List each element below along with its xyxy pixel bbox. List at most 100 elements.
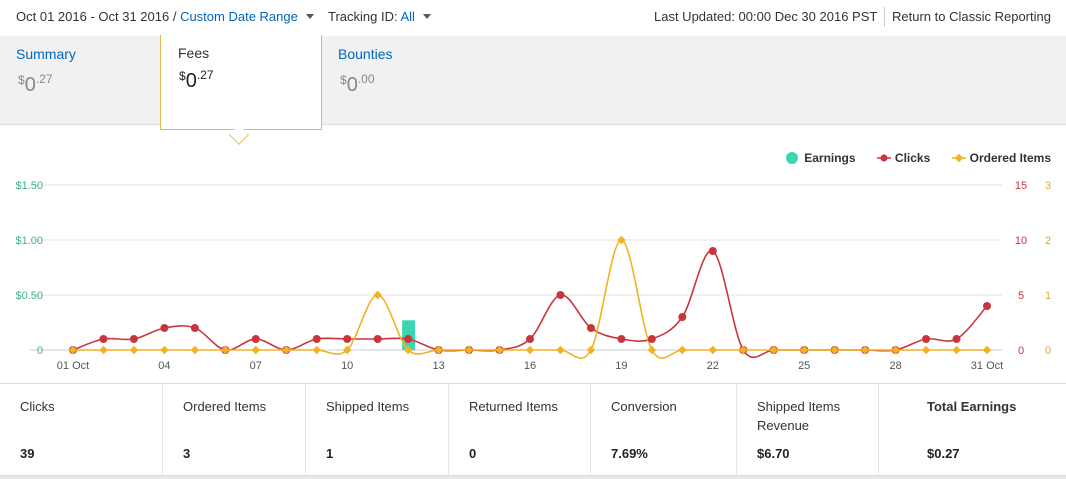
ordered-point (464, 345, 474, 355)
currency-symbol: $ (18, 73, 25, 87)
stat-shipped-revenue: Shipped Items Revenue $6.70 (737, 384, 879, 477)
ordered-point (68, 345, 78, 355)
clicks-point (99, 335, 108, 343)
stat-value: $6.70 (757, 446, 790, 461)
ordered-point (586, 345, 596, 355)
legend-ordered-items[interactable]: Ordered Items (951, 151, 1051, 165)
ordered-point (282, 345, 291, 355)
clicks-point (952, 335, 961, 343)
tracking-id-label: Tracking ID: (328, 9, 398, 24)
amount-cents: .27 (35, 72, 53, 86)
ordered-point (647, 345, 657, 355)
tab-bounties[interactable]: Bounties $0.00 (322, 36, 492, 125)
ordered-point (312, 345, 321, 355)
clicks-point (678, 313, 687, 321)
clicks-point (190, 324, 199, 332)
currency-symbol: $ (340, 73, 347, 87)
amount-whole: 0 (24, 74, 36, 96)
clicks-point (526, 335, 534, 343)
left-axis-tick: $0.50 (15, 290, 43, 302)
x-axis-tick: 19 (615, 360, 627, 372)
stat-returned-items: Returned Items 0 (449, 384, 591, 477)
tab-bounties-amount: $0.00 (340, 72, 375, 97)
tab-summary-amount: $0.27 (18, 72, 53, 97)
clicks-point (586, 324, 595, 332)
amount-cents: .27 (196, 68, 214, 82)
stats-row: Clicks 39 Ordered Items 3 Shipped Items … (0, 383, 1066, 477)
stat-label: Clicks (20, 399, 55, 414)
last-updated-text: Last Updated: 00:00 Dec 30 2016 PST (654, 9, 878, 24)
x-axis-tick: 31 Oct (971, 360, 1003, 372)
ordered-point (678, 345, 687, 355)
stat-shipped-items: Shipped Items 1 (306, 384, 449, 477)
amount-whole: 0 (185, 70, 197, 92)
ordered-point (373, 290, 382, 300)
clicks-line-icon (876, 154, 891, 162)
ordered-point (769, 345, 778, 355)
clicks-point (312, 335, 321, 343)
tracking-id-selector[interactable]: Tracking ID: All (328, 9, 431, 24)
stat-value: $0.27 (927, 446, 960, 461)
ordered-point (434, 345, 443, 355)
chevron-down-icon[interactable] (305, 14, 314, 20)
tracking-id-value[interactable]: All (400, 9, 415, 24)
tab-fees[interactable]: Fees $0.27 (160, 35, 322, 130)
tab-summary[interactable]: Summary $0.27 (0, 36, 160, 125)
clicks-point (708, 247, 717, 255)
ordered-point (708, 345, 718, 355)
x-axis-tick: 01 Oct (57, 360, 89, 372)
report-header: Oct 01 2016 - Oct 31 2016 / Custom Date … (0, 0, 1066, 36)
ordered-point (525, 345, 535, 355)
clicks-point (983, 302, 991, 310)
right-axis-ordered-tick: 1 (1045, 290, 1051, 302)
legend-clicks[interactable]: Clicks (876, 151, 931, 165)
ordered-point (251, 345, 261, 355)
x-axis-tick: 10 (341, 360, 353, 372)
right-axis-ordered-tick: 2 (1045, 235, 1051, 247)
tab-fees-amount: $0.27 (179, 68, 214, 93)
x-axis-tick: 07 (250, 360, 262, 372)
right-axis-clicks-tick: 5 (1018, 290, 1024, 302)
stat-value: 3 (183, 446, 191, 461)
ordered-point (952, 345, 961, 355)
custom-date-range-link[interactable]: Custom Date Range (180, 9, 298, 24)
stat-value: 7.69% (611, 446, 648, 461)
stat-label: Shipped Items (326, 399, 410, 414)
ordered-point (403, 345, 413, 355)
date-range-selector[interactable]: Oct 01 2016 - Oct 31 2016 / Custom Date … (16, 9, 314, 24)
chevron-down-icon[interactable] (422, 14, 431, 20)
horizontal-scrollbar[interactable] (0, 476, 1066, 479)
stat-label: Ordered Items (183, 399, 267, 414)
stat-ordered-items: Ordered Items 3 (163, 384, 306, 477)
ordered-point (556, 345, 565, 355)
ordered-point (891, 345, 900, 355)
chart-plot: 0 0 0 $0.50 5 1 $1.00 10 2 $1.50 15 3 01 Oct 04 07 10 13… (15, 180, 1051, 372)
clicks-point (647, 335, 656, 343)
ordered-point (799, 345, 809, 355)
stat-total-earnings: Total Earnings $0.27 (879, 384, 1066, 477)
right-axis-clicks-tick: 15 (1015, 180, 1027, 192)
right-axis-ordered-tick: 3 (1045, 180, 1051, 192)
clicks-point (129, 335, 138, 343)
ordered-point (129, 345, 139, 355)
clicks-point (343, 335, 352, 343)
ordered-point (160, 345, 169, 355)
clicks-point (922, 335, 931, 343)
clicks-point (160, 324, 169, 332)
tab-fees-title: Fees (178, 45, 210, 61)
stat-label: Total Earnings (927, 399, 1017, 414)
clicks-point (617, 335, 626, 343)
legend-earnings[interactable]: Earnings (786, 151, 856, 165)
stat-value: 0 (469, 446, 477, 461)
ordered-line-icon (951, 153, 966, 163)
summary-tabs: Summary $0.27 Fees $0.27 Bounties $0.00 (0, 35, 1066, 130)
legend-ordered-label: Ordered Items (969, 151, 1051, 165)
clicks-point (251, 335, 260, 343)
legend-clicks-label: Clicks (894, 151, 931, 165)
stat-label: Shipped Items Revenue (757, 399, 841, 433)
currency-symbol: $ (179, 69, 186, 83)
stat-conversion: Conversion 7.69% (591, 384, 737, 477)
ordered-point (921, 345, 931, 355)
ordered-point (495, 345, 504, 355)
classic-reporting-link[interactable]: Return to Classic Reporting (892, 9, 1051, 24)
